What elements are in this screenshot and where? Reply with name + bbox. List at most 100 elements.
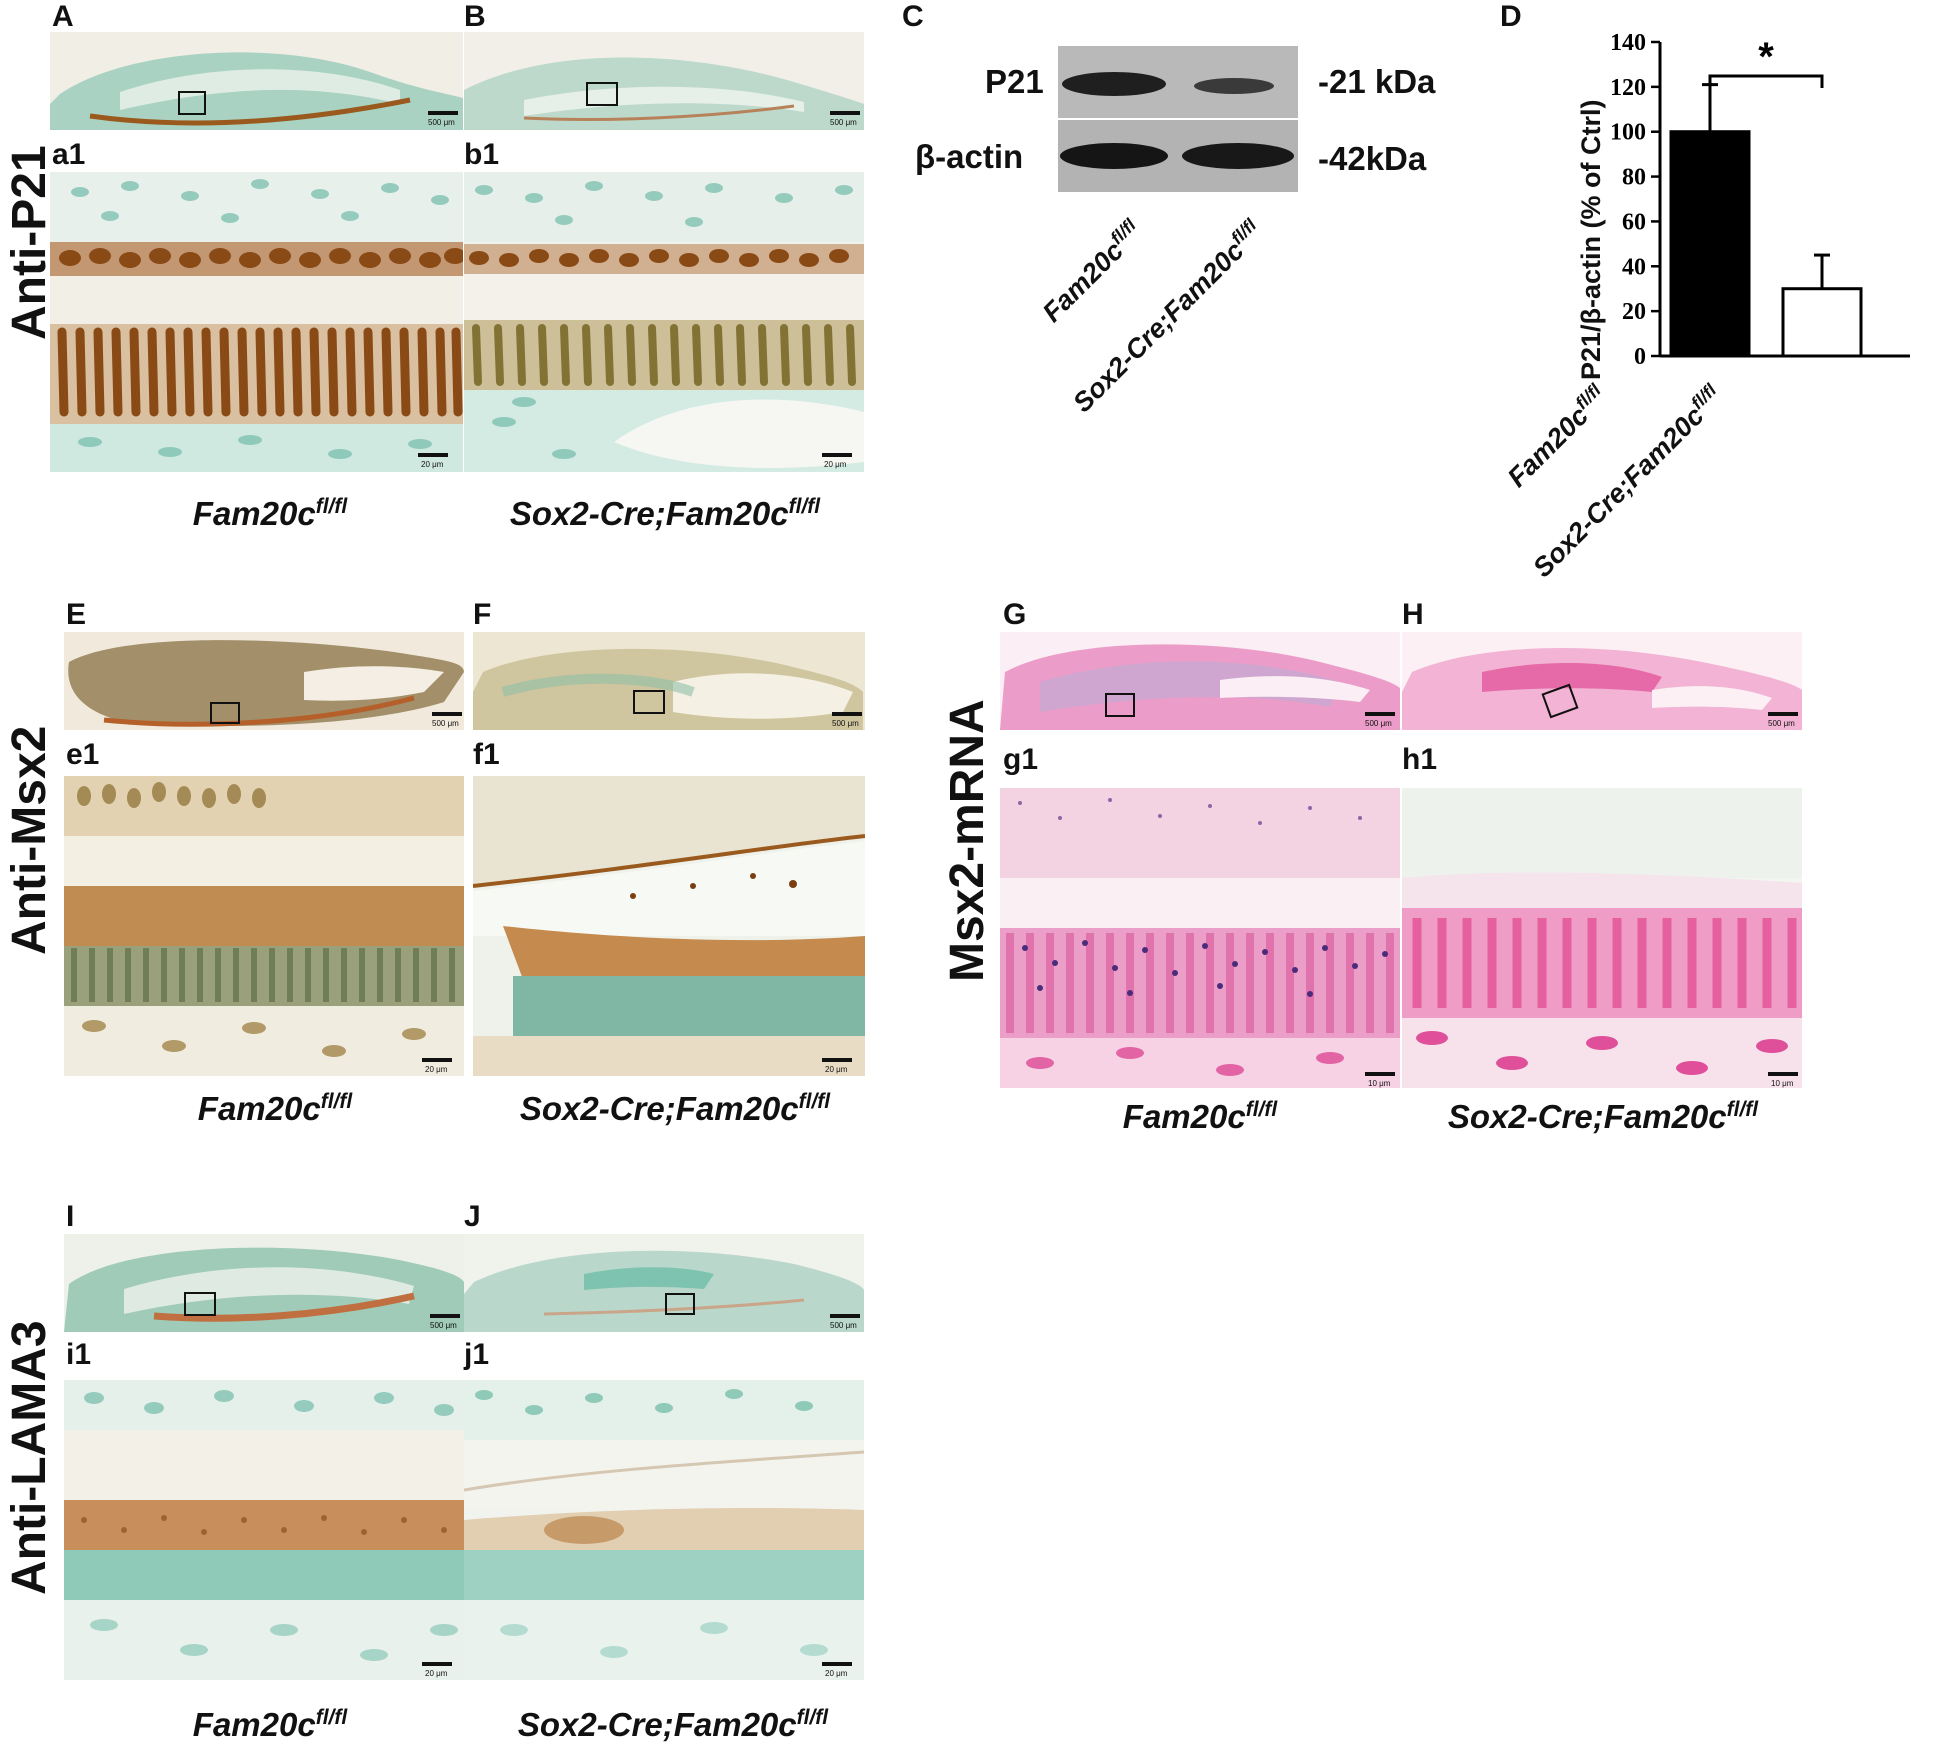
row-label-msx2-mrna: Msx2-mRNA bbox=[941, 699, 994, 982]
scale-bar-G bbox=[1365, 712, 1395, 716]
bar-1 bbox=[1781, 287, 1863, 358]
scale-text-e1: 20 μm bbox=[425, 1065, 448, 1074]
detail-image-b1 bbox=[464, 172, 864, 472]
y-tick-label-100: 100 bbox=[1610, 120, 1646, 146]
scale-text-i1: 20 μm bbox=[425, 1669, 448, 1678]
wb-band-name-p21: P21 bbox=[985, 63, 1044, 100]
scale-bar-b1 bbox=[822, 453, 852, 457]
region-box-E bbox=[210, 702, 240, 724]
y-tick-label-60: 60 bbox=[1622, 209, 1646, 235]
genotype-label-mutant-mrna: Sox2-Cre;Fam20cfl/fl bbox=[1447, 1098, 1759, 1135]
row-label-lama3: Anti-LAMA3 bbox=[3, 1320, 56, 1595]
scale-text-g1: 10 μm bbox=[1368, 1079, 1391, 1088]
region-box-G bbox=[1105, 693, 1135, 717]
row-label-msx2: Anti-Msx2 bbox=[3, 725, 56, 955]
detail-image-h1 bbox=[1402, 788, 1802, 1088]
genotype-label-mutant: Sox2-Cre;Fam20cfl/fl bbox=[509, 495, 821, 532]
panel-label-i1: i1 bbox=[66, 1338, 92, 1371]
genotype-label-mutant-row2: Sox2-Cre;Fam20cfl/fl bbox=[519, 1090, 831, 1127]
overview-image-B bbox=[464, 32, 864, 130]
scale-text-b1: 20 μm bbox=[824, 460, 847, 469]
overview-image-H bbox=[1402, 632, 1802, 730]
scale-text-E: 500 μm bbox=[432, 719, 459, 728]
scale-bar-i1 bbox=[422, 1662, 452, 1666]
panel-label-e1: e1 bbox=[66, 738, 100, 771]
genotype-label-control-row3: Fam20cfl/fl bbox=[192, 1706, 348, 1743]
row-label-p21: Anti-P21 bbox=[3, 145, 56, 340]
detail-image-i1 bbox=[64, 1380, 464, 1680]
scale-text-f1: 20 μm bbox=[825, 1065, 848, 1074]
scale-text-I: 500 μm bbox=[430, 1321, 457, 1330]
scale-bar-h1 bbox=[1768, 1072, 1798, 1076]
overview-image-F bbox=[473, 632, 865, 730]
detail-image-e1 bbox=[64, 776, 464, 1076]
overview-image-G bbox=[1000, 632, 1400, 730]
panel-label-H: H bbox=[1402, 598, 1424, 631]
overview-image-A bbox=[50, 32, 463, 130]
overview-image-I bbox=[64, 1234, 464, 1332]
scale-bar-g1 bbox=[1365, 1072, 1395, 1076]
overview-image-E bbox=[64, 632, 464, 730]
scale-text-a1: 20 μm bbox=[421, 460, 444, 469]
region-box-A bbox=[178, 91, 206, 115]
panel-label-j1: j1 bbox=[464, 1338, 490, 1371]
scale-bar-F bbox=[832, 712, 862, 716]
panel-label-g1: g1 bbox=[1003, 743, 1039, 776]
panel-label-C: C bbox=[902, 0, 924, 33]
scale-text-A: 500 μm bbox=[428, 118, 455, 127]
region-box-I bbox=[184, 1292, 216, 1316]
chart-ylabel: P21/β-actin (% of Ctrl) bbox=[1576, 99, 1606, 380]
panel-label-J: J bbox=[464, 1200, 481, 1233]
region-box-J bbox=[665, 1293, 695, 1315]
panel-label-D: D bbox=[1500, 0, 1522, 33]
scale-text-F: 500 μm bbox=[832, 719, 859, 728]
overview-image-J bbox=[464, 1234, 864, 1332]
panel-label-G: G bbox=[1003, 598, 1027, 631]
y-tick-label-20: 20 bbox=[1622, 299, 1646, 325]
scale-bar-j1 bbox=[822, 1662, 852, 1666]
panel-label-E: E bbox=[66, 598, 87, 631]
detail-image-j1 bbox=[464, 1380, 864, 1680]
y-tick-label-140: 140 bbox=[1610, 30, 1646, 56]
significance-bracket bbox=[1708, 74, 1824, 88]
wb-lane-label-control: Fam20cfl/fl bbox=[1037, 215, 1141, 328]
panel-label-a1: a1 bbox=[52, 138, 86, 171]
y-tick-label-80: 80 bbox=[1622, 165, 1646, 191]
wb-band-size-actin: -42kDa bbox=[1318, 140, 1427, 177]
detail-image-g1 bbox=[1000, 788, 1400, 1088]
panel-label-b1: b1 bbox=[464, 138, 500, 171]
scale-bar-f1 bbox=[822, 1058, 852, 1062]
panel-label-A: A bbox=[52, 0, 74, 33]
scale-bar-a1 bbox=[418, 453, 448, 457]
scale-bar-e1 bbox=[422, 1058, 452, 1062]
scale-text-j1: 20 μm bbox=[825, 1669, 848, 1678]
scale-bar-I bbox=[430, 1314, 460, 1318]
wb-band-name-actin: β-actin bbox=[915, 138, 1024, 175]
y-tick-label-120: 120 bbox=[1610, 75, 1646, 101]
y-tick-label-0: 0 bbox=[1634, 344, 1646, 370]
wb-band-size-p21: -21 kDa bbox=[1318, 63, 1436, 100]
detail-image-a1 bbox=[50, 172, 463, 472]
bar-0 bbox=[1669, 130, 1751, 358]
detail-image-f1 bbox=[473, 776, 865, 1076]
scale-bar-B bbox=[830, 111, 860, 115]
region-box-F bbox=[633, 690, 665, 714]
panel-label-f1: f1 bbox=[473, 738, 500, 771]
panel-label-F: F bbox=[473, 598, 492, 631]
scale-bar-E bbox=[432, 712, 462, 716]
genotype-label-mutant-row3: Sox2-Cre;Fam20cfl/fl bbox=[517, 1706, 829, 1743]
bar-chart-D: 0 20 40 60 80 100 120 140 * bbox=[1610, 30, 1910, 370]
scale-text-G: 500 μm bbox=[1365, 719, 1392, 728]
scale-text-J: 500 μm bbox=[830, 1321, 857, 1330]
panel-label-B: B bbox=[464, 0, 486, 33]
genotype-label-control: Fam20cfl/fl bbox=[192, 495, 348, 532]
scale-bar-A bbox=[428, 111, 458, 115]
genotype-label-control-row2: Fam20cfl/fl bbox=[197, 1090, 353, 1127]
genotype-label-control-mrna: Fam20cfl/fl bbox=[1122, 1098, 1278, 1135]
region-box-B bbox=[586, 82, 618, 106]
western-blot-image bbox=[1058, 46, 1298, 192]
scale-text-H: 500 μm bbox=[1768, 719, 1795, 728]
panel-label-h1: h1 bbox=[1402, 743, 1438, 776]
y-tick-label-40: 40 bbox=[1622, 254, 1646, 280]
scale-bar-J bbox=[830, 1314, 860, 1318]
